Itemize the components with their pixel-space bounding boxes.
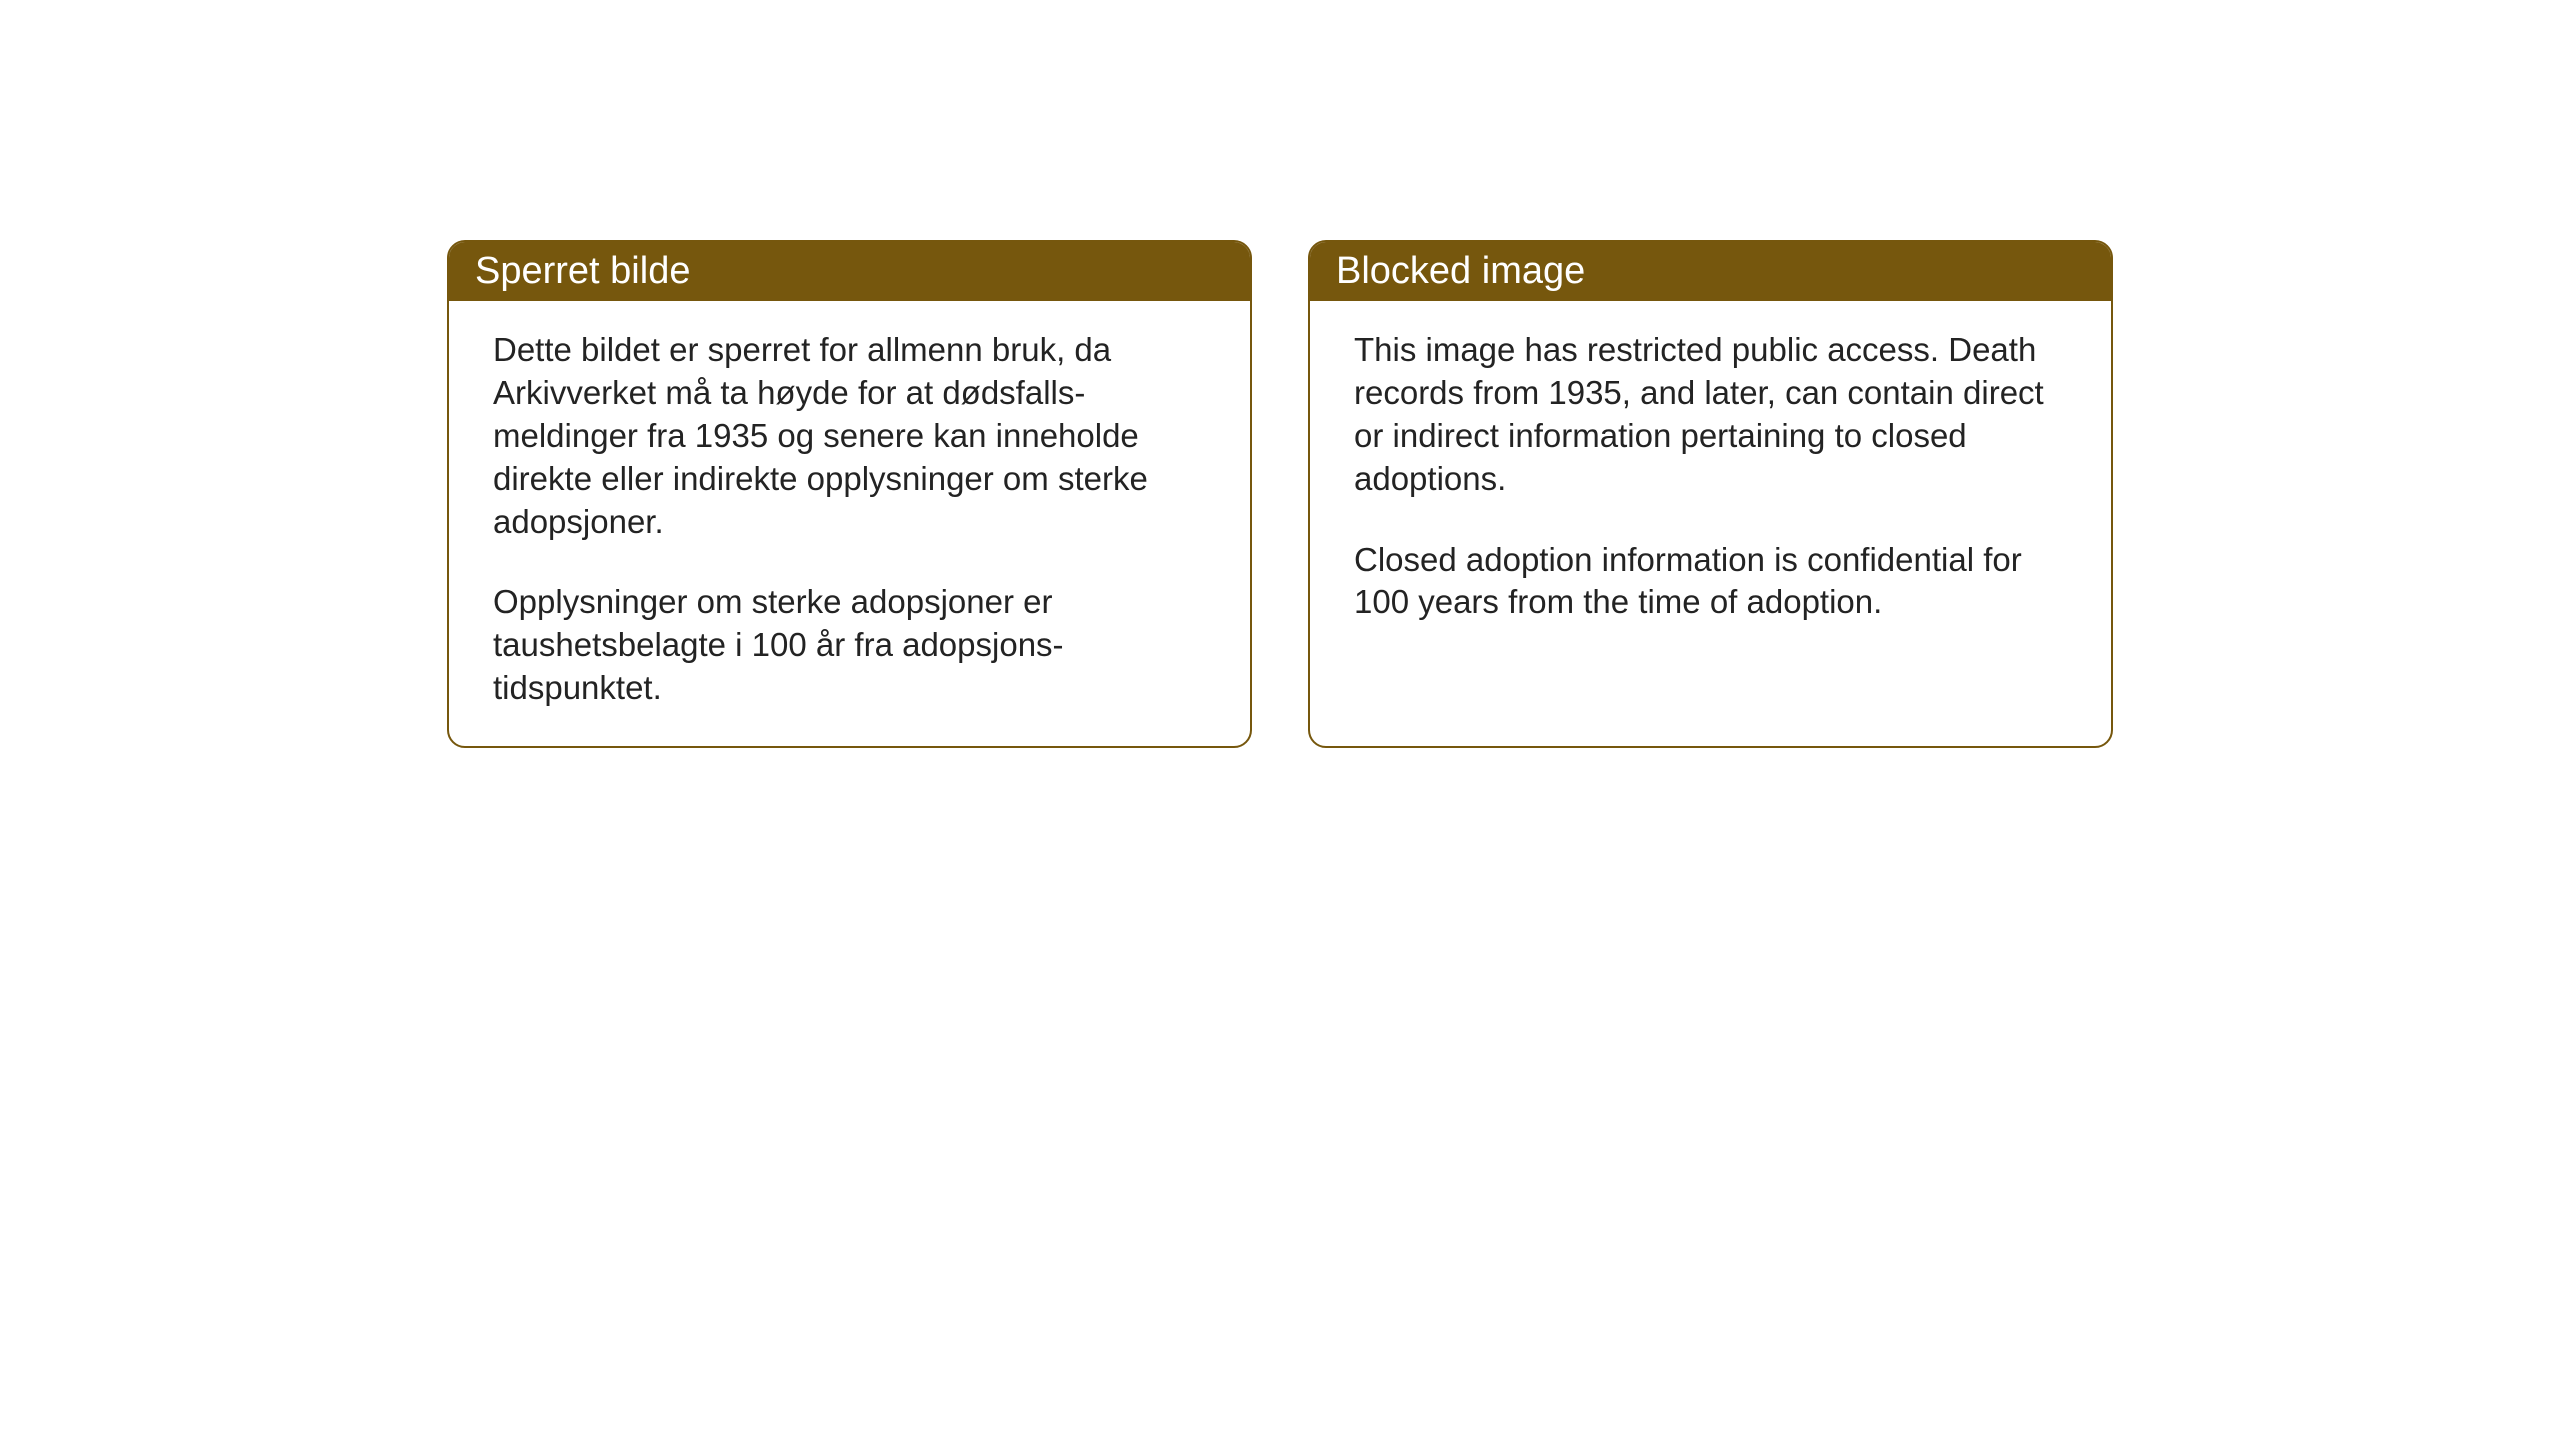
norwegian-card-title: Sperret bilde bbox=[449, 242, 1250, 301]
norwegian-paragraph-2: Opplysninger om sterke adopsjoner er tau… bbox=[493, 581, 1206, 710]
norwegian-notice-card: Sperret bilde Dette bildet er sperret fo… bbox=[447, 240, 1252, 748]
notice-container: Sperret bilde Dette bildet er sperret fo… bbox=[447, 240, 2113, 748]
norwegian-paragraph-1: Dette bildet er sperret for allmenn bruk… bbox=[493, 329, 1206, 543]
english-paragraph-1: This image has restricted public access.… bbox=[1354, 329, 2067, 501]
norwegian-card-body: Dette bildet er sperret for allmenn bruk… bbox=[449, 301, 1250, 746]
english-paragraph-2: Closed adoption information is confident… bbox=[1354, 539, 2067, 625]
english-card-title: Blocked image bbox=[1310, 242, 2111, 301]
english-notice-card: Blocked image This image has restricted … bbox=[1308, 240, 2113, 748]
english-card-body: This image has restricted public access.… bbox=[1310, 301, 2111, 660]
